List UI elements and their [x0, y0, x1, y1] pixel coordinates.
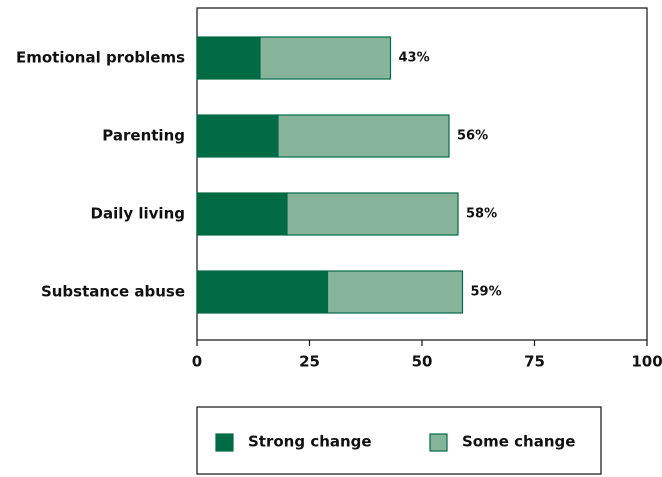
- x-tick-label: 75: [524, 353, 545, 371]
- category-label: Daily living: [91, 205, 185, 223]
- category-label: Parenting: [102, 127, 185, 145]
- bar-segment: [196, 114, 279, 158]
- total-label: 43%: [399, 51, 430, 66]
- x-tick-label: 25: [299, 353, 320, 371]
- bar-segment: [196, 270, 329, 314]
- legend-swatch: [215, 433, 234, 452]
- legend-label: Strong change: [248, 433, 372, 451]
- bar-segment: [326, 270, 464, 314]
- bar-segment: [286, 192, 459, 236]
- legend-label: Some change: [462, 433, 575, 451]
- legend-swatch: [429, 433, 448, 452]
- total-label: 56%: [457, 129, 488, 144]
- bar-segment: [277, 114, 450, 158]
- x-tick-label: 100: [631, 353, 662, 371]
- x-tick-label: 0: [192, 353, 202, 371]
- total-label: 58%: [466, 207, 497, 222]
- category-label: Substance abuse: [41, 283, 185, 301]
- category-label: Emotional problems: [16, 49, 185, 67]
- total-label: 59%: [471, 285, 502, 300]
- legend-box: [196, 406, 602, 475]
- bar-segment: [259, 36, 392, 80]
- bar-segment: [196, 192, 288, 236]
- bar-segment: [196, 36, 261, 80]
- x-tick-label: 50: [412, 353, 433, 371]
